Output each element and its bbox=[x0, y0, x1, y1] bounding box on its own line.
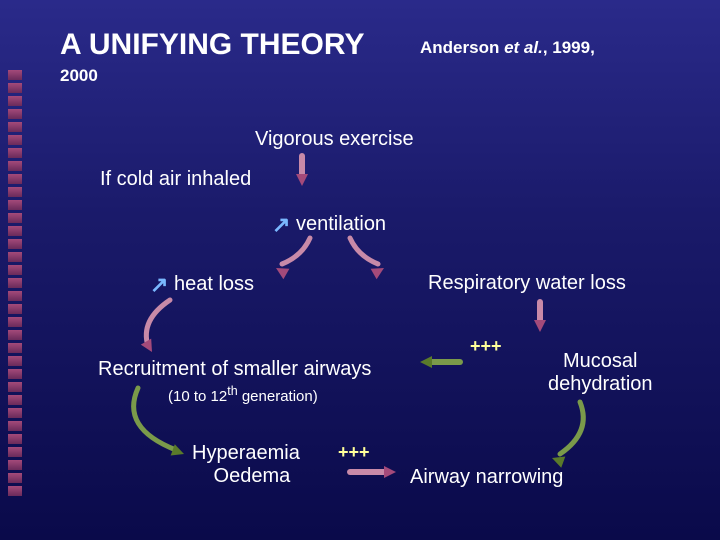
connectors-layer bbox=[0, 0, 720, 540]
